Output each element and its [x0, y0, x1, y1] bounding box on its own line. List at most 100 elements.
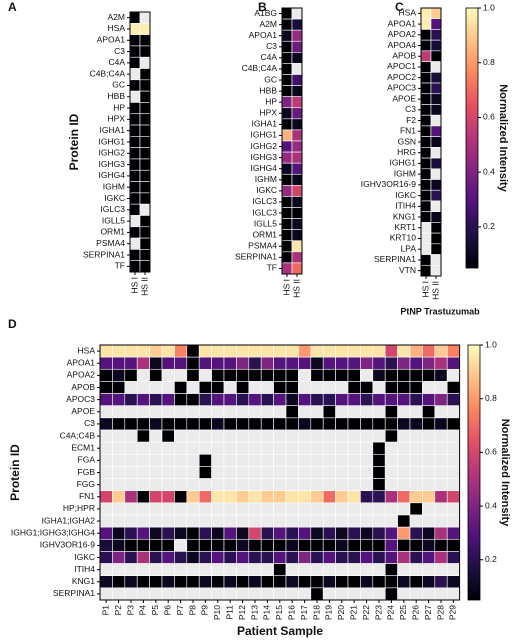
- missing-cell: [186, 514, 200, 528]
- heat-cell: [281, 85, 293, 97]
- heat-cell: [372, 478, 386, 492]
- heat-cell: [335, 368, 349, 382]
- missing-cell: [434, 405, 448, 419]
- x-tick-label: P28: [435, 605, 445, 620]
- missing-cell: [430, 61, 442, 73]
- heat-cell: [223, 575, 237, 589]
- missing-cell: [430, 168, 442, 180]
- heat-cell: [281, 129, 293, 142]
- y-tick-label: IGHA1: [99, 125, 125, 135]
- heat-cell: [347, 381, 361, 394]
- y-tick-label: TF: [115, 261, 125, 271]
- heat-cell: [129, 113, 141, 126]
- missing-cell: [430, 200, 442, 212]
- x-tick-label: HS I: [420, 281, 430, 298]
- missing-cell: [430, 147, 442, 159]
- x-tick-label: HS II: [430, 281, 440, 300]
- missing-cell: [322, 514, 336, 528]
- x-tick-label: P7: [175, 605, 185, 616]
- y-tick-label: IGHG2: [99, 148, 126, 158]
- missing-cell: [174, 478, 188, 492]
- heat-cell: [430, 243, 442, 255]
- heat-cell: [223, 538, 237, 552]
- heat-cell: [174, 575, 188, 589]
- missing-cell: [161, 368, 175, 382]
- heat-cell: [139, 136, 151, 148]
- heat-cell: [384, 417, 398, 431]
- missing-cell: [384, 502, 398, 516]
- heat-cell: [384, 344, 398, 358]
- heat-cell: [285, 575, 299, 589]
- heat-cell: [273, 538, 287, 552]
- missing-cell: [174, 587, 188, 601]
- missing-cell: [186, 587, 200, 601]
- missing-cell: [149, 563, 163, 577]
- y-tick-label: IGHG1;IGHG3;IGHG4: [11, 527, 95, 537]
- y-tick-label: APOA1: [67, 357, 96, 367]
- missing-cell: [223, 381, 237, 394]
- missing-cell: [248, 587, 262, 601]
- heat-cell: [273, 563, 287, 577]
- missing-cell: [347, 466, 361, 479]
- heat-cell: [372, 490, 386, 504]
- missing-cell: [434, 563, 448, 577]
- missing-cell: [174, 538, 188, 552]
- missing-cell: [397, 563, 411, 577]
- heat-cell: [281, 251, 293, 264]
- x-tick-label: P8: [187, 605, 197, 616]
- heat-cell: [430, 82, 442, 95]
- missing-cell: [285, 514, 299, 528]
- missing-cell: [298, 381, 312, 394]
- heat-cell: [248, 393, 262, 407]
- missing-cell: [310, 441, 324, 455]
- missing-cell: [211, 466, 225, 479]
- y-tick-label: ECM1: [71, 442, 95, 452]
- heat-cell: [236, 575, 250, 589]
- missing-cell: [446, 368, 460, 382]
- missing-cell: [211, 563, 225, 577]
- y-tick-label: PSMA4: [96, 238, 125, 248]
- missing-cell: [397, 441, 411, 455]
- heat-cell: [434, 368, 448, 382]
- missing-cell: [335, 429, 349, 443]
- heat-cell: [409, 490, 423, 504]
- heat-cell: [397, 575, 411, 589]
- heat-cell: [281, 262, 293, 275]
- heat-cell: [347, 526, 361, 540]
- heat-cell: [223, 393, 237, 407]
- heat-cell: [273, 551, 287, 564]
- x-tick-label: P18: [311, 605, 321, 620]
- y-tick-label: C3: [84, 418, 95, 428]
- heat-cell: [360, 393, 374, 407]
- missing-cell: [124, 478, 138, 492]
- missing-cell: [161, 441, 175, 455]
- colorbar-label: Normalized Intensity: [499, 419, 511, 527]
- missing-cell: [211, 405, 225, 419]
- heat-cell: [430, 189, 442, 202]
- heat-cell: [384, 490, 398, 504]
- heat-cell: [281, 240, 293, 253]
- y-tick-label: A2M: [260, 19, 277, 29]
- y-tick-label: ORM1: [252, 229, 277, 239]
- heat-cell: [434, 538, 448, 552]
- missing-cell: [198, 587, 212, 601]
- missing-cell: [372, 587, 386, 601]
- heat-cell: [139, 215, 151, 228]
- x-tick-label: P20: [336, 605, 346, 620]
- heat-cell: [248, 356, 262, 370]
- colorbar-tick-label: 0.8: [485, 393, 497, 403]
- missing-cell: [198, 478, 212, 492]
- missing-cell: [112, 405, 126, 419]
- heat-cell: [430, 72, 442, 84]
- heat-cell: [420, 136, 432, 148]
- heat-cell: [129, 192, 141, 205]
- heat-cell: [360, 575, 374, 589]
- missing-cell: [248, 563, 262, 577]
- heat-cell: [446, 551, 460, 564]
- heat-cell: [129, 45, 141, 58]
- y-axis-label: Protein ID: [8, 444, 22, 501]
- heat-cell: [174, 344, 188, 358]
- missing-cell: [273, 478, 287, 492]
- heat-cell: [281, 63, 293, 75]
- y-tick-label: C4B;C4A: [242, 63, 278, 73]
